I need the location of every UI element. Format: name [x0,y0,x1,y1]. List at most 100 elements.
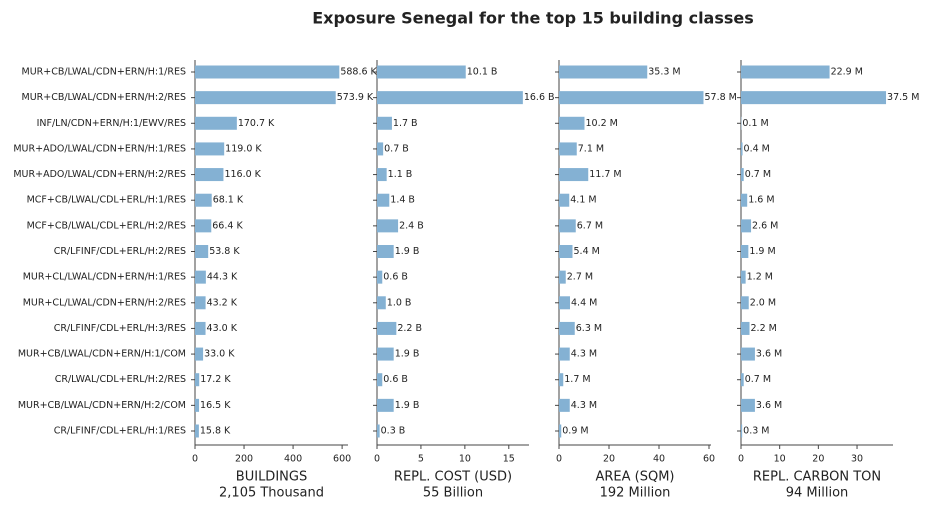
bar [377,65,466,79]
y-tick-label: CR/LWAL/CDL+ERL/H:2/RES [55,374,186,385]
value-label: 68.1 K [213,195,244,206]
value-label: 17.2 K [200,374,231,385]
bar [741,91,887,105]
value-label: 0.9 M [562,426,588,437]
value-label: 1.9 B [395,400,420,411]
value-label: 4.4 M [571,297,597,308]
value-label: 4.3 M [571,349,597,360]
value-label: 5.4 M [574,246,600,257]
value-label: 4.3 M [571,400,597,411]
x-axis-total: 2,105 Thousand [219,486,324,501]
y-tick-label: CR/LFINF/CDL+ERL/H:2/RES [54,246,186,257]
bar [741,270,746,284]
bar [377,347,394,361]
bar [195,193,212,207]
value-label: 1.7 B [393,118,418,129]
value-label: 573.9 K [337,92,374,103]
value-label: 1.0 B [387,297,412,308]
value-label: 1.9 B [395,349,420,360]
x-tick-label: 10 [459,454,471,465]
x-tick-label: 40 [653,454,665,465]
value-label: 43.0 K [207,323,238,334]
value-label: 1.1 B [388,169,413,180]
x-axis-label: BUILDINGS [236,470,307,485]
bar [559,116,585,130]
x-axis-total: 192 Million [600,486,671,501]
y-tick-label: MCF+CB/LWAL/CDL+ERL/H:2/RES [27,220,186,231]
bar [377,373,383,387]
bar [741,142,743,156]
y-tick-label: MUR+CB/LWAL/CDN+ERN/H:1/COM [18,349,186,360]
bar [377,321,397,335]
value-label: 6.3 M [576,323,602,334]
bar [195,347,204,361]
value-label: 2.2 B [397,323,422,334]
value-label: 33.0 K [204,349,235,360]
value-label: 53.8 K [209,246,240,257]
bar [377,142,384,156]
bar [377,424,380,438]
value-label: 22.9 M [831,67,863,78]
bar [195,321,206,335]
x-tick-label: 0 [374,454,380,465]
value-label: 0.6 B [383,374,408,385]
value-label: 3.6 M [756,400,782,411]
bar [377,219,399,233]
bar [559,142,577,156]
value-label: 66.4 K [212,220,243,231]
x-tick-label: 0 [192,454,198,465]
x-tick-label: 600 [333,454,351,465]
bar [195,65,340,79]
bar [559,424,562,438]
value-label: 3.6 M [756,349,782,360]
bar [559,245,573,258]
x-tick-label: 400 [284,454,302,465]
value-label: 4.1 M [570,195,596,206]
x-tick-label: 20 [812,454,824,465]
x-tick-label: 10 [774,454,786,465]
bar [559,270,566,284]
value-label: 0.3 B [381,426,406,437]
bar [559,91,704,105]
y-tick-label: MUR+CB/LWAL/CDN+ERN/H:2/RES [22,92,187,103]
bar [559,65,648,79]
x-tick-label: 20 [603,454,615,465]
x-axis-total: 94 Million [786,486,849,501]
x-axis-total: 55 Billion [423,486,483,501]
x-tick-label: 30 [851,454,863,465]
value-label: 0.1 M [742,118,768,129]
bar [559,373,564,387]
value-label: 37.5 M [887,92,919,103]
bar [741,347,755,361]
value-label: 1.9 B [395,246,420,257]
bar [741,65,830,79]
value-label: 16.5 K [200,400,231,411]
value-label: 170.7 K [238,118,275,129]
bar [195,373,200,387]
bar [195,91,336,105]
bar [559,296,570,310]
value-label: 0.4 M [744,143,770,154]
value-label: 1.7 M [564,374,590,385]
bar [559,347,570,361]
value-label: 6.7 M [577,220,603,231]
bar [377,193,390,207]
y-tick-label: MCF+CB/LWAL/CDL+ERL/H:1/RES [27,195,186,206]
x-tick-label: 200 [235,454,253,465]
x-axis-label: REPL. CARBON TON [753,470,881,485]
bar [559,321,575,335]
bar [741,245,749,258]
bar [377,91,523,105]
bar [195,296,206,310]
value-label: 57.8 M [705,92,737,103]
bar [377,270,383,284]
bar [559,193,570,207]
value-label: 0.7 M [745,374,771,385]
x-tick-label: 5 [418,454,424,465]
value-label: 1.6 M [748,195,774,206]
bar [195,270,206,284]
bar [741,219,752,233]
value-label: 2.7 M [567,272,593,283]
x-tick-label: 0 [738,454,744,465]
